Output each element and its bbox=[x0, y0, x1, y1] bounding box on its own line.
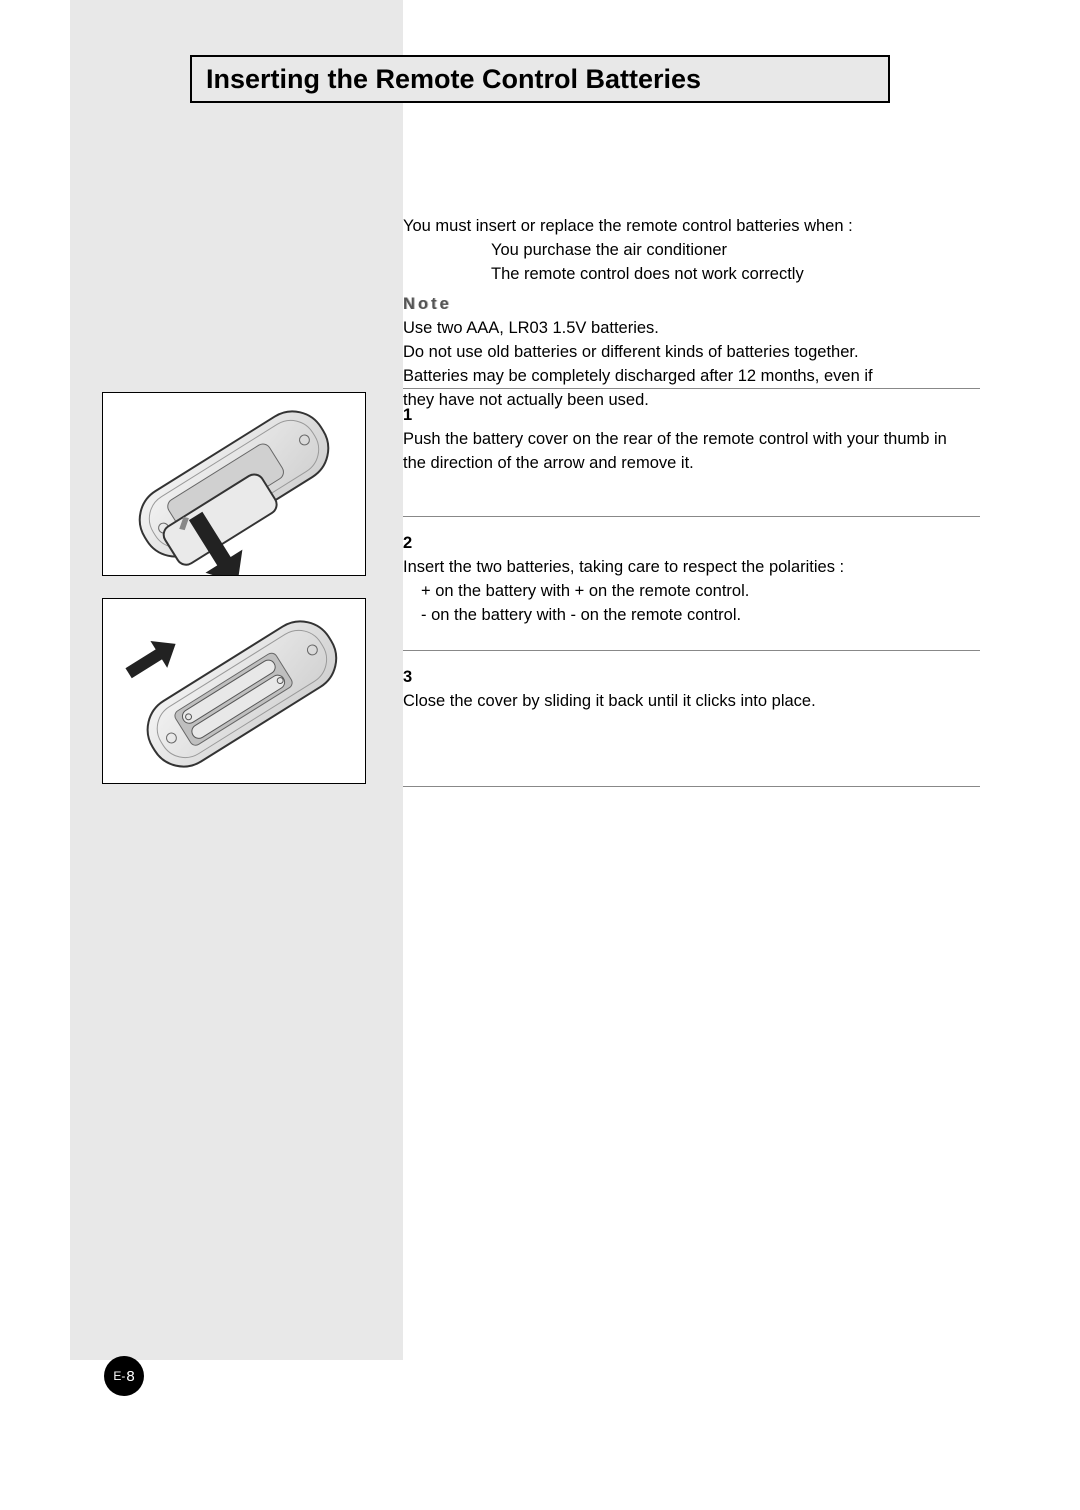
step-number: 2 bbox=[403, 532, 425, 556]
separator bbox=[403, 388, 980, 389]
separator bbox=[403, 516, 980, 517]
note-line: Use two AAA, LR03 1.5V batteries. bbox=[403, 319, 659, 337]
note-body: Use two AAA, LR03 1.5V batteries. Do not… bbox=[403, 317, 884, 413]
step-sub: + on the battery with + on the remote co… bbox=[421, 582, 749, 600]
step-2: 2 Insert the two batteries, taking care … bbox=[403, 532, 980, 628]
separator bbox=[403, 650, 980, 651]
page-prefix: E- bbox=[113, 1369, 125, 1383]
step-text: Insert the two batteries, taking care to… bbox=[403, 558, 844, 576]
step-sub: - on the battery with - on the remote co… bbox=[421, 606, 741, 624]
intro-lead: You must insert or replace the remote co… bbox=[403, 215, 980, 239]
step-number: 1 bbox=[403, 404, 425, 428]
manual-page: Inserting the Remote Control Batteries Y… bbox=[0, 0, 1080, 1510]
step-text: Close the cover by sliding it back until… bbox=[403, 690, 954, 714]
step-3: 3 Close the cover by sliding it back unt… bbox=[403, 666, 980, 714]
page-number-badge: E- 8 bbox=[104, 1356, 144, 1396]
remote-cover-icon bbox=[103, 393, 365, 575]
intro-block: You must insert or replace the remote co… bbox=[403, 215, 980, 287]
note-label: Note bbox=[403, 293, 495, 317]
section-title-band: Inserting the Remote Control Batteries bbox=[190, 55, 890, 103]
figure-remove-cover bbox=[102, 392, 366, 576]
remote-batteries-icon bbox=[103, 599, 365, 783]
page-n: 8 bbox=[126, 1368, 134, 1385]
step-body: Insert the two batteries, taking care to… bbox=[403, 556, 954, 628]
note-block: Note Use two AAA, LR03 1.5V batteries. D… bbox=[403, 293, 980, 413]
figure-insert-batteries bbox=[102, 598, 366, 784]
note-line: Do not use old batteries or different ki… bbox=[403, 343, 859, 361]
separator bbox=[403, 786, 980, 787]
step-text: Push the battery cover on the rear of th… bbox=[403, 428, 954, 476]
step-1: 1 Push the battery cover on the rear of … bbox=[403, 404, 980, 476]
intro-bullet: You purchase the air conditioner bbox=[491, 239, 980, 263]
intro-bullet: The remote control does not work correct… bbox=[491, 263, 980, 287]
section-title: Inserting the Remote Control Batteries bbox=[206, 64, 701, 95]
step-number: 3 bbox=[403, 666, 425, 690]
